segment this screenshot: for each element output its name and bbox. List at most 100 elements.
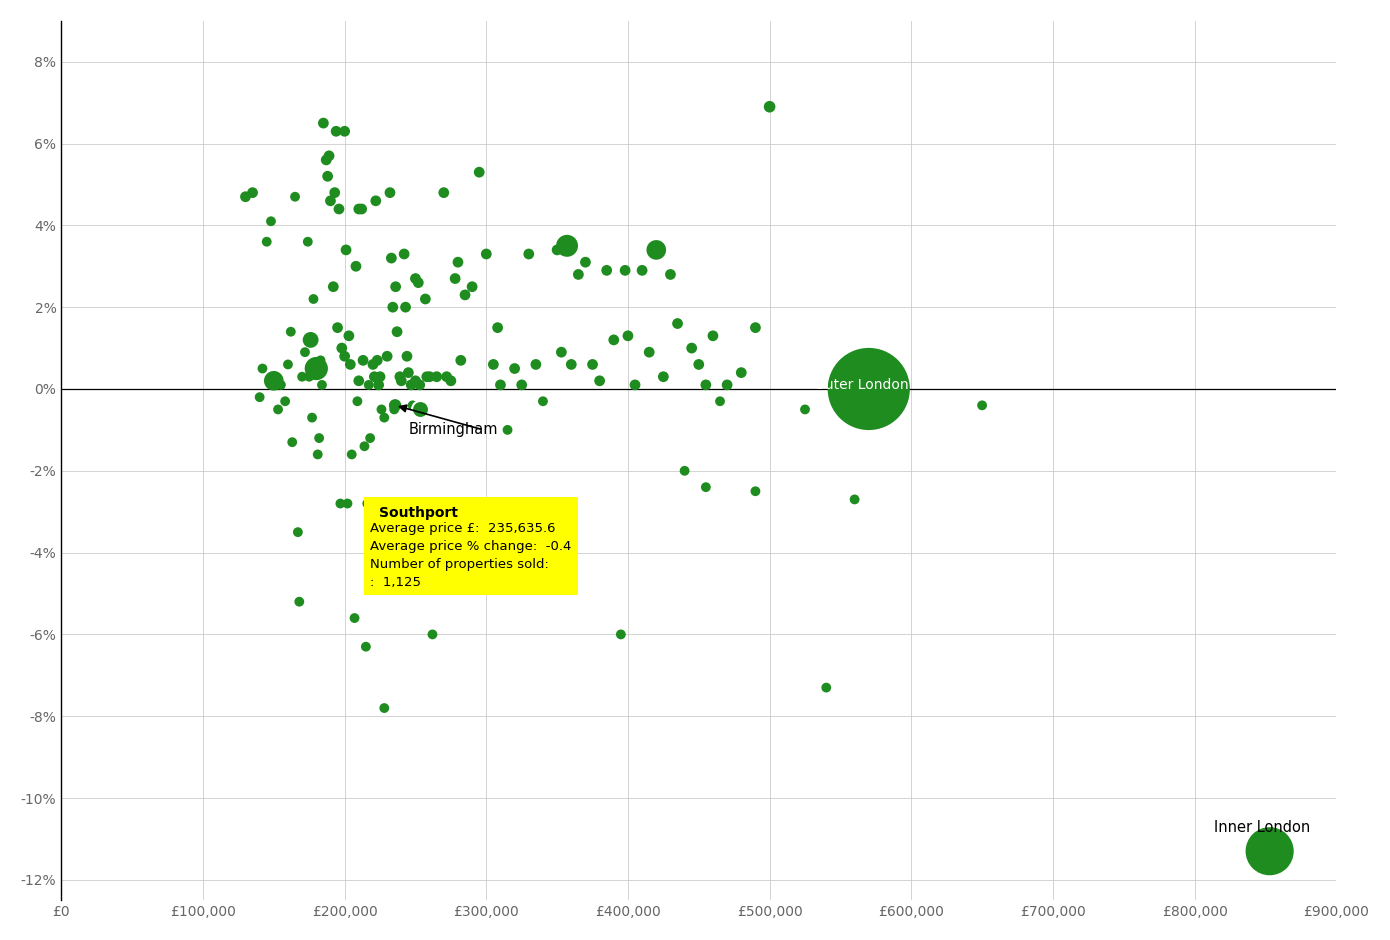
Point <box>291 369 313 384</box>
Point <box>631 263 653 278</box>
Point <box>510 377 532 392</box>
Point <box>357 377 379 392</box>
Point <box>263 373 285 388</box>
Point <box>482 357 505 372</box>
Point <box>288 594 310 609</box>
Point <box>385 279 407 294</box>
Point <box>331 340 353 355</box>
Point <box>354 639 377 654</box>
Point <box>744 321 766 336</box>
Point <box>617 328 639 343</box>
Point <box>293 345 316 360</box>
Point <box>309 431 331 446</box>
Point <box>759 100 781 115</box>
Point <box>432 185 455 200</box>
Point <box>425 369 448 384</box>
Point <box>581 357 603 372</box>
Point <box>461 279 484 294</box>
Point <box>386 324 409 339</box>
Point <box>709 394 731 409</box>
Point <box>328 201 350 216</box>
Point <box>398 365 420 380</box>
Point <box>423 496 445 511</box>
Point <box>322 279 345 294</box>
Point <box>744 484 766 499</box>
Point <box>329 496 352 511</box>
Point <box>645 243 667 258</box>
Point <box>366 352 388 368</box>
Point <box>249 390 271 405</box>
Point <box>336 496 359 511</box>
Point <box>368 369 391 384</box>
Point <box>468 164 491 180</box>
Point <box>300 410 322 425</box>
Point <box>296 234 318 249</box>
Point <box>695 479 717 494</box>
Point <box>517 246 539 261</box>
Point <box>567 267 589 282</box>
Point <box>614 263 637 278</box>
Point <box>384 398 406 413</box>
Point <box>391 373 413 388</box>
Point <box>256 234 278 249</box>
Point <box>286 525 309 540</box>
Point <box>335 243 357 258</box>
Point <box>681 340 703 355</box>
Point <box>393 246 416 261</box>
Point <box>348 201 370 216</box>
Point <box>284 189 306 204</box>
Point <box>363 369 385 384</box>
Point <box>338 328 360 343</box>
Point <box>404 271 427 286</box>
Point <box>972 398 994 413</box>
Point <box>560 357 582 372</box>
Point <box>327 321 349 336</box>
Text: Southport: Southport <box>378 506 457 520</box>
Point <box>416 369 438 384</box>
Point <box>435 369 457 384</box>
Point <box>339 357 361 372</box>
Point <box>334 124 356 139</box>
Point <box>317 169 339 184</box>
Point <box>359 431 381 446</box>
Point <box>702 328 724 343</box>
Point <box>815 680 837 695</box>
Point <box>352 352 374 368</box>
Point <box>475 246 498 261</box>
Point <box>418 369 441 384</box>
Point <box>402 398 424 413</box>
Point <box>652 369 674 384</box>
Point <box>443 271 466 286</box>
Point <box>367 377 389 392</box>
Point <box>407 275 430 290</box>
Point <box>377 349 399 364</box>
Point <box>242 185 264 200</box>
Point <box>345 258 367 274</box>
Point <box>409 402 431 417</box>
Point <box>400 377 423 392</box>
Point <box>496 422 518 437</box>
Point <box>439 373 461 388</box>
Point <box>307 446 329 462</box>
Point <box>695 377 717 392</box>
Point <box>389 369 411 384</box>
Point <box>353 439 375 454</box>
Point <box>252 361 274 376</box>
Point <box>384 402 406 417</box>
Point <box>395 300 417 315</box>
Point <box>306 361 328 376</box>
Point <box>299 333 321 348</box>
Point <box>1258 844 1280 859</box>
Point <box>267 402 289 417</box>
Point <box>455 288 477 303</box>
Text: Outer London: Outer London <box>815 378 909 392</box>
Point <box>274 394 296 409</box>
Point <box>310 352 332 368</box>
Point <box>396 349 418 364</box>
Point <box>361 357 384 372</box>
Point <box>313 116 335 131</box>
Point <box>603 333 626 348</box>
Text: Birmingham: Birmingham <box>409 422 498 437</box>
Point <box>556 239 578 254</box>
Point <box>341 446 363 462</box>
